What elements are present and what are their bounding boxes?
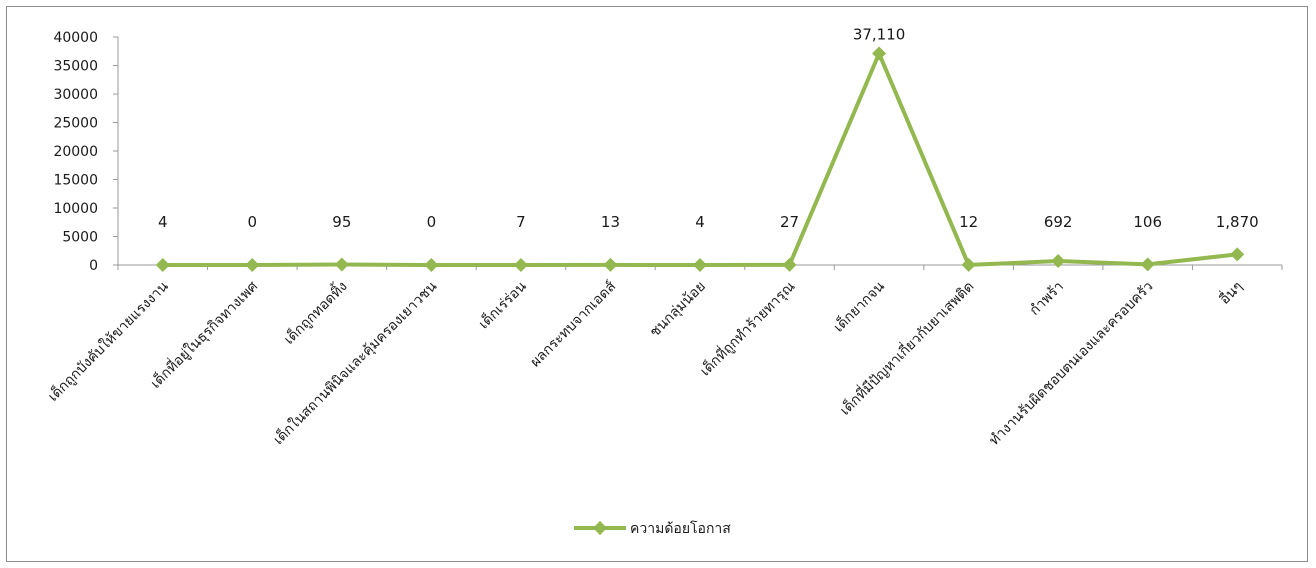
data-label: 1,870 [1216, 213, 1259, 231]
data-point-marker [1140, 257, 1155, 272]
data-label: 692 [1044, 213, 1073, 231]
y-tick-label: 15000 [53, 173, 98, 189]
category-label: เด็กในสถานพินิจและคุ้มครองเยาวชน [269, 277, 440, 448]
data-label: 4 [158, 213, 168, 231]
category-label: เด็กเร่ร่อน [474, 277, 530, 333]
data-label: 37,110 [853, 25, 906, 43]
data-point-marker [603, 257, 618, 272]
data-label: 4 [695, 213, 705, 231]
data-label: 0 [427, 213, 437, 231]
y-tick-label: 30000 [53, 87, 98, 103]
y-tick-label: 40000 [53, 30, 98, 46]
data-point-marker [513, 257, 528, 272]
data-point-marker [782, 257, 797, 272]
category-label: เด็กที่ถูกทำร้ายทารุณ [696, 277, 798, 379]
y-tick-label: 35000 [53, 59, 98, 75]
data-point-marker [961, 257, 976, 272]
y-tick-label: 5000 [62, 230, 98, 246]
data-point-marker [1230, 247, 1245, 262]
category-labels: เด็กถูกบังคับให้ขายแรงงานเด็กที่อยู่ในธุ… [44, 276, 1246, 448]
legend: ความด้อยโอกาส [574, 520, 731, 537]
data-point-marker [693, 257, 707, 272]
data-point-marker [872, 46, 887, 61]
series-line [162, 51, 1238, 267]
category-label: เด็กยากจน [829, 277, 888, 336]
data-label: 106 [1133, 213, 1162, 231]
data-point-marker [1051, 254, 1066, 269]
data-labels: 4 0 95 0 7 13 4 27 37,110 12 692 106 1,870 [158, 25, 1259, 231]
y-tick-label: 25000 [53, 116, 98, 132]
data-point-marker [245, 258, 260, 272]
data-label: 0 [248, 213, 258, 231]
legend-label: ความด้อยโอกาส [630, 520, 731, 537]
category-label: เด็กถูกทอดทิ้ง [279, 276, 350, 347]
data-label: 27 [780, 213, 799, 231]
category-label: ผลกระทบจากเอดส์ [527, 277, 620, 370]
series-line-group [155, 46, 1245, 272]
category-label: กำพร้า [1027, 279, 1067, 319]
data-label: 13 [601, 213, 620, 231]
category-label: ชนกลุ่มน้อย [647, 279, 709, 341]
chart-frame [6, 6, 1308, 562]
legend-marker [593, 521, 607, 535]
y-tick-label: 10000 [53, 201, 98, 217]
category-label: ทำงานรับผิดชอบตนเองและครอบครัว [986, 279, 1156, 449]
data-label: 7 [516, 213, 526, 231]
data-point-marker [155, 257, 170, 272]
category-label: อื่นๆ [1215, 277, 1246, 308]
data-label: 95 [332, 213, 351, 231]
y-axis: 0 5000 10000 15000 20000 25000 30000 35000 40000 [53, 30, 119, 274]
data-label: 12 [959, 213, 978, 231]
y-tick-label: 0 [89, 258, 98, 274]
y-tick-label: 20000 [53, 144, 98, 160]
data-point-marker [334, 257, 349, 272]
data-point-marker [424, 258, 439, 272]
